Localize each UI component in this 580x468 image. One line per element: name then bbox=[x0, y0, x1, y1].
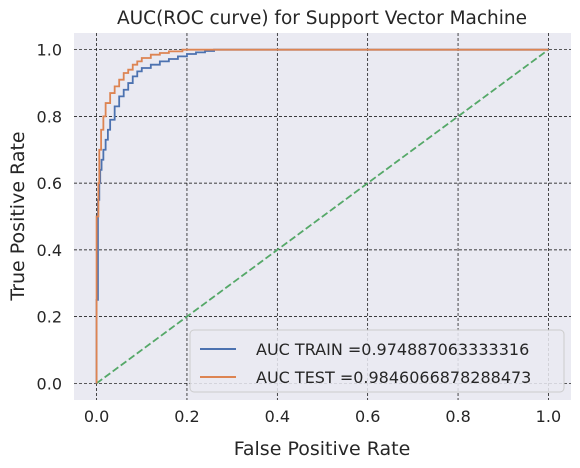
y-tick-label: 0.2 bbox=[37, 308, 62, 327]
tick-labels: 0.0 0.2 0.4 0.6 0.8 1.0 0.0 0.2 0.4 0.6 0.8 1.0 bbox=[37, 41, 562, 426]
legend: AUC TRAIN =0.974887063333316 AUC TEST =0… bbox=[189, 329, 565, 393]
chart-title: AUC(ROC curve) for Support Vector Machin… bbox=[117, 8, 527, 29]
y-tick-label: 0.8 bbox=[37, 107, 62, 126]
y-tick-label: 0.0 bbox=[37, 374, 62, 393]
train-roc-line bbox=[95, 48, 549, 384]
series-layer bbox=[95, 48, 549, 385]
x-tick-label: 1.0 bbox=[536, 407, 561, 426]
legend-label-train: AUC TRAIN =0.974887063333316 bbox=[256, 340, 529, 359]
test-roc-line bbox=[95, 48, 549, 384]
y-tick-label: 1.0 bbox=[37, 41, 62, 60]
y-axis-label: True Positive Rate bbox=[7, 131, 29, 301]
legend-box bbox=[189, 329, 565, 393]
x-axis-label: False Positive Rate bbox=[234, 438, 411, 460]
x-tick-label: 0.6 bbox=[355, 407, 380, 426]
y-tick-label: 0.6 bbox=[37, 174, 62, 193]
x-tick-label: 0.0 bbox=[84, 407, 109, 426]
legend-label-test: AUC TEST =0.9846066878288473 bbox=[256, 368, 531, 387]
chance-diagonal-line bbox=[96, 48, 549, 385]
x-tick-label: 0.4 bbox=[265, 407, 290, 426]
x-tick-label: 0.8 bbox=[445, 407, 470, 426]
x-tick-label: 0.2 bbox=[174, 407, 199, 426]
y-tick-label: 0.4 bbox=[37, 241, 62, 260]
